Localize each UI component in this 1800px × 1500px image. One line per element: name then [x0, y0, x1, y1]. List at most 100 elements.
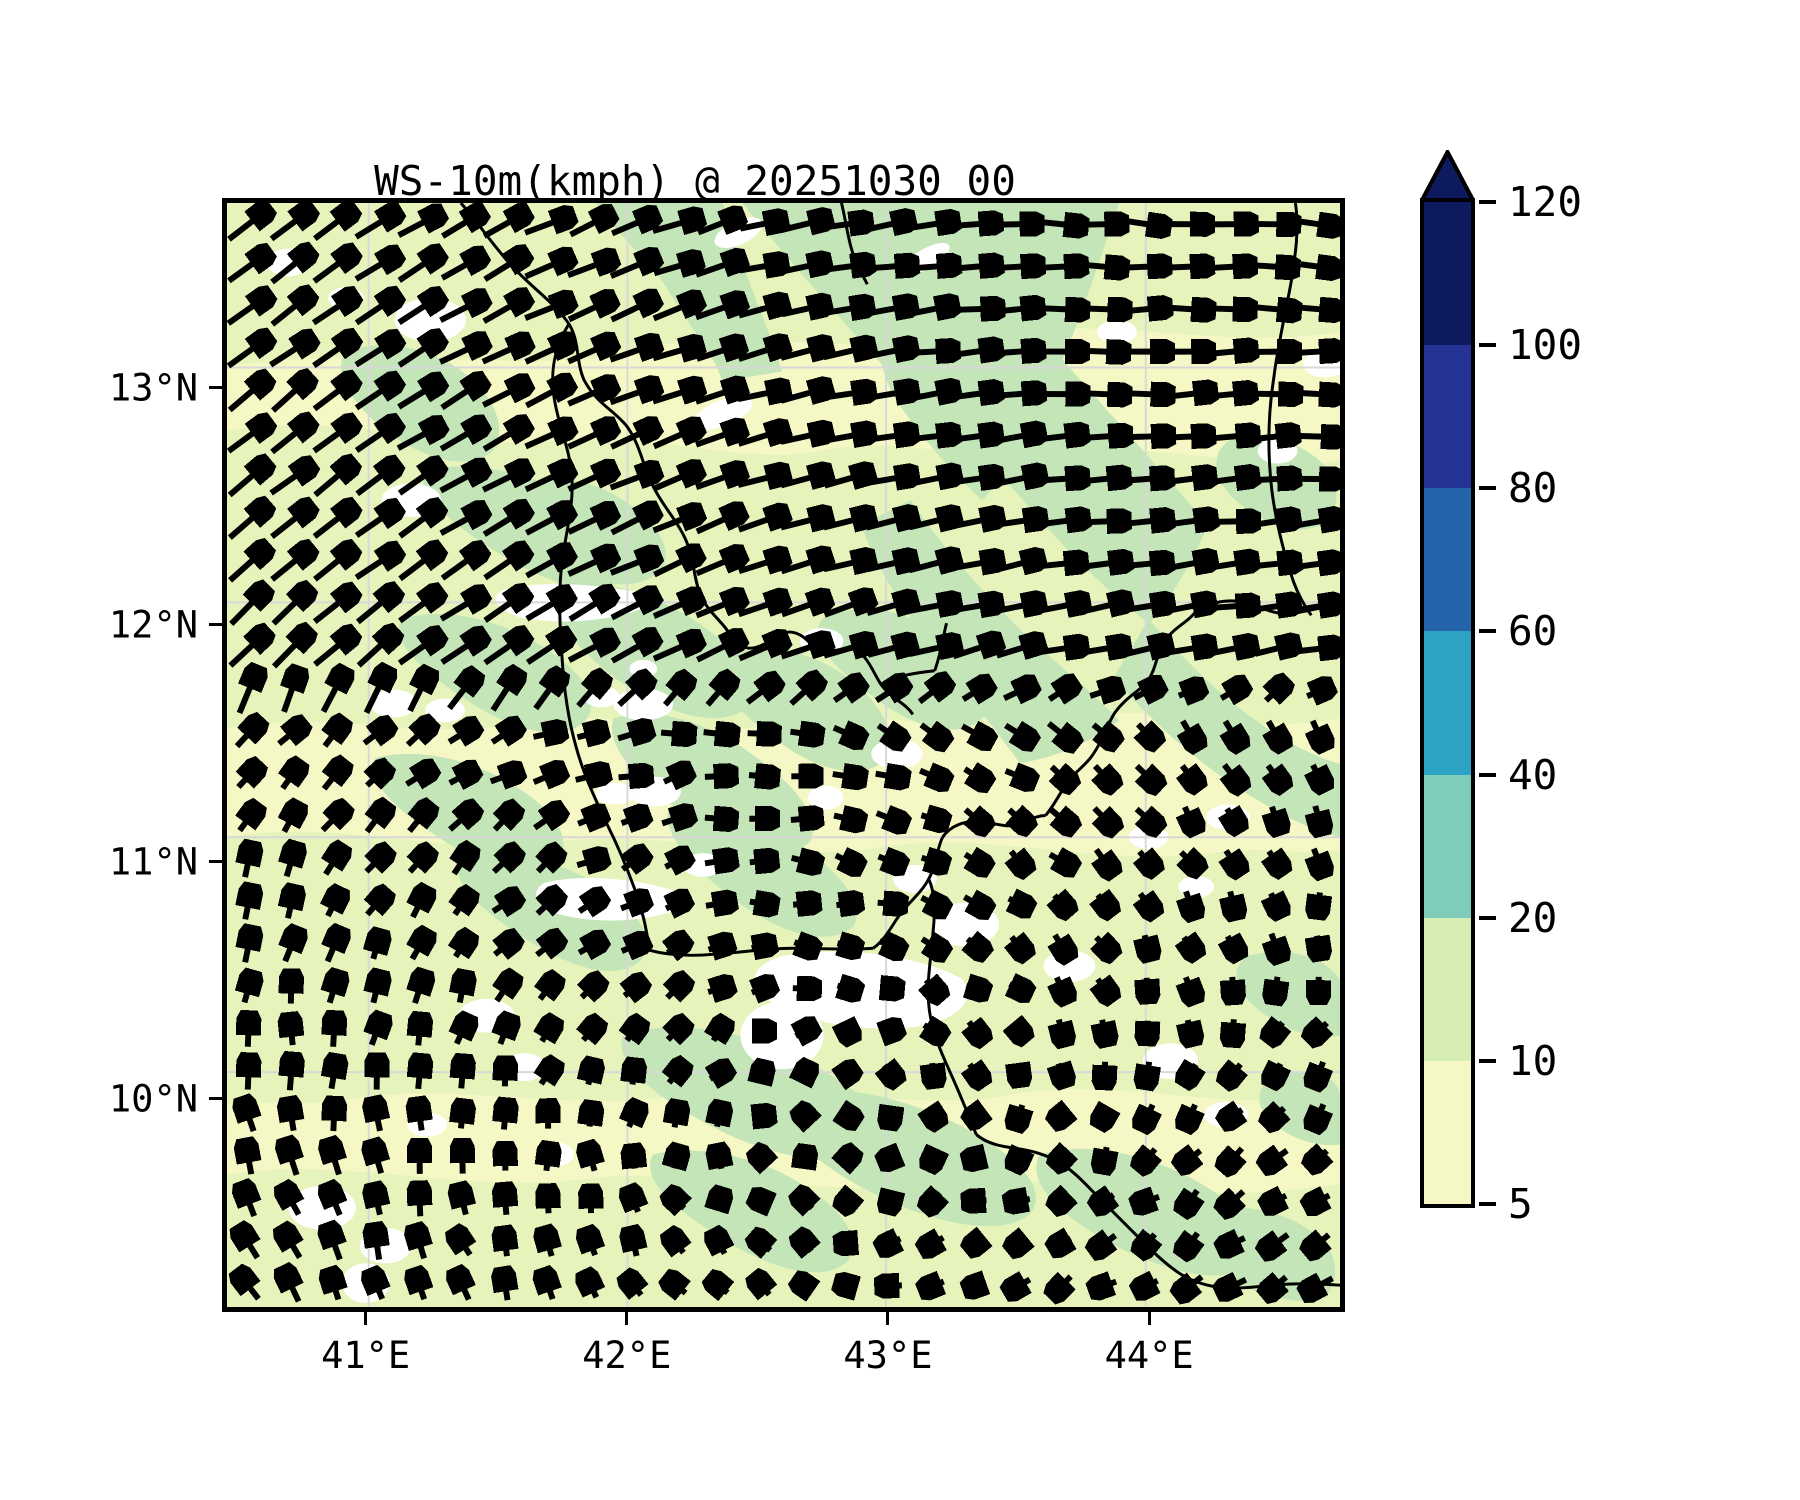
- wind-arrow: [780, 387, 828, 400]
- wind-arrow: [652, 345, 699, 358]
- wind-arrow: [372, 1144, 381, 1175]
- wind-arrow: [312, 422, 354, 454]
- wind-arrow: [1298, 393, 1339, 395]
- wind-arrow: [877, 856, 903, 865]
- wind-arrow: [780, 431, 829, 442]
- wind-arrow: [481, 468, 527, 493]
- wind-arrow: [1057, 976, 1067, 999]
- wind-arrow: [1039, 266, 1084, 268]
- wind-arrow: [245, 930, 252, 963]
- wind-arrow: [1140, 1149, 1155, 1167]
- x-tick-mark: [886, 1312, 890, 1325]
- wind-arrow: [652, 427, 699, 450]
- y-tick-mark: [209, 1097, 222, 1101]
- wind-arrow: [1047, 683, 1074, 699]
- wind-arrow: [966, 985, 985, 991]
- wind-arrow: [661, 814, 691, 823]
- wind-arrow: [1126, 307, 1168, 311]
- wind-arrow: [865, 390, 914, 398]
- wind-arrow: [1140, 894, 1154, 914]
- wind-arrow: [1038, 434, 1085, 440]
- wind-arrow: [588, 1062, 593, 1086]
- wind-arrow: [923, 1238, 943, 1250]
- wind-arrow: [524, 427, 571, 450]
- wind-arrow: [1253, 394, 1298, 395]
- wind-arrow: [737, 598, 786, 618]
- wind-arrow: [823, 391, 872, 398]
- wind-arrow: [652, 469, 699, 492]
- wind-arrow: [652, 512, 700, 534]
- wind-arrow: [838, 943, 858, 949]
- wind-arrow: [932, 1063, 935, 1084]
- wind-arrow: [1091, 725, 1116, 743]
- wind-arrow: [1298, 647, 1339, 652]
- wind-arrow: [952, 602, 999, 610]
- wind-arrow: [1224, 1148, 1242, 1168]
- wind-arrow: [737, 389, 786, 399]
- wind-arrow: [1300, 264, 1337, 269]
- wind-arrow: [1012, 937, 1027, 955]
- wind-arrow: [668, 939, 686, 953]
- colorbar[interactable]: 5 10 20 40 60 80 100 120: [1420, 150, 1750, 1335]
- wind-arrow: [792, 902, 817, 904]
- wind-arrow: [755, 1277, 769, 1295]
- wind-arrow: [717, 1105, 722, 1126]
- wind-arrow: [909, 390, 956, 399]
- wind-arrow: [1314, 847, 1324, 874]
- wind-arrow: [367, 767, 387, 786]
- wind-arrow: [823, 346, 872, 357]
- wind-arrow: [1167, 476, 1213, 482]
- wind-arrow: [737, 429, 786, 444]
- wind-arrow: [1296, 436, 1340, 437]
- wind-arrow: [543, 1273, 552, 1301]
- wind-arrow: [737, 473, 786, 485]
- wind-arrow: [238, 765, 258, 790]
- wind-arrow: [1124, 562, 1170, 566]
- wind-arrow: [1210, 435, 1255, 439]
- wind-arrow: [313, 210, 353, 242]
- wind-arrow: [324, 764, 344, 791]
- wind-arrow: [333, 1015, 335, 1047]
- wind-arrow: [1147, 977, 1148, 1000]
- wind-arrow: [1183, 719, 1198, 746]
- wind-arrow: [910, 350, 956, 352]
- wind-arrow: [362, 724, 389, 743]
- wind-arrow: [826, 221, 869, 227]
- wind-arrow: [1053, 1238, 1071, 1248]
- wind-arrow: [397, 381, 441, 410]
- wind-arrow: [1147, 1020, 1148, 1041]
- wind-arrow: [1177, 687, 1202, 696]
- wind-arrow: [1184, 937, 1196, 955]
- wind-arrow: [1308, 1195, 1329, 1206]
- wind-arrow: [952, 348, 999, 355]
- wind-arrow: [609, 386, 657, 406]
- wind-arrow: [752, 944, 773, 948]
- wind-arrow: [290, 1017, 293, 1046]
- wind-arrow: [923, 1282, 944, 1290]
- wind-arrow: [367, 806, 387, 834]
- x-tick-mark: [364, 1312, 368, 1325]
- wind-arrow: [1308, 1235, 1328, 1252]
- wind-arrow: [881, 988, 900, 990]
- wind-arrow: [491, 896, 517, 912]
- wind-arrow: [354, 380, 397, 411]
- wind-arrow: [952, 476, 999, 483]
- wind-arrow: [240, 807, 257, 833]
- wind-arrow: [491, 851, 517, 874]
- wind-arrow: [574, 773, 606, 780]
- wind-arrow: [1268, 766, 1283, 788]
- wind-arrow: [838, 1283, 857, 1288]
- wind-arrow: [738, 639, 784, 662]
- wind-arrow: [1210, 560, 1255, 567]
- wind-arrow: [609, 257, 656, 279]
- wind-arrow: [781, 304, 827, 314]
- wind-arrow: [823, 432, 872, 441]
- wind-arrow: [695, 554, 742, 577]
- wind-arrow: [1180, 1151, 1200, 1167]
- map-axes[interactable]: [222, 198, 1345, 1312]
- wind-arrow: [1166, 518, 1213, 524]
- wind-arrow: [995, 602, 1041, 611]
- wind-arrow: [737, 513, 785, 533]
- wind-arrow: [908, 516, 957, 528]
- wind-arrow: [714, 1233, 725, 1254]
